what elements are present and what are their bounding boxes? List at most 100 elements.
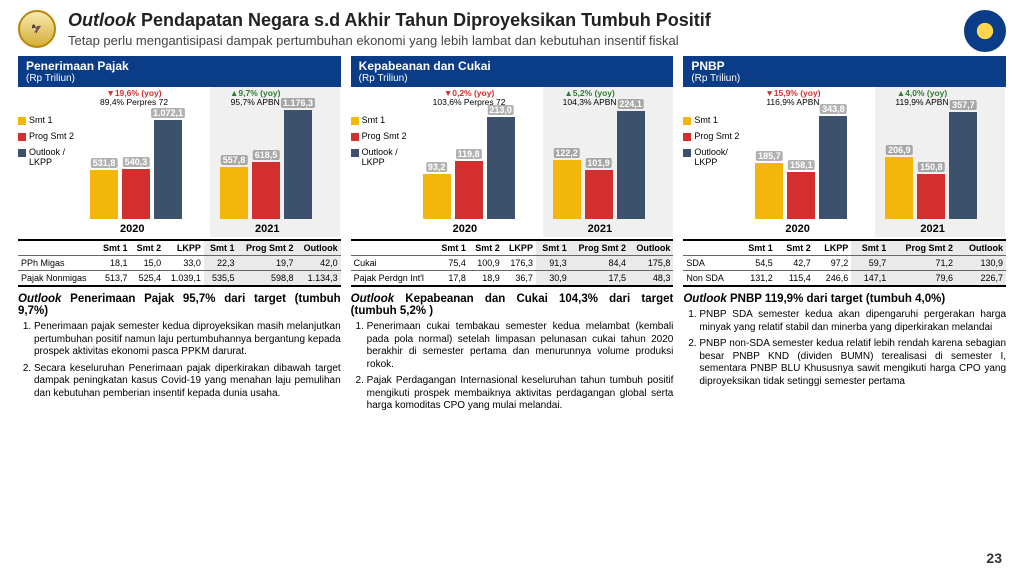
legend-item: Outlook / LKPP [351, 147, 413, 167]
list-item: PNBP non-SDA semester kedua relatif lebi… [699, 338, 1006, 388]
bars-2021: 122,2 101,9 224,1 [553, 111, 645, 219]
chart-bar: 531,8 [90, 170, 118, 219]
table-header: Smt 1 [851, 240, 889, 256]
chart-bar: 158,1 [787, 172, 815, 219]
table-cell: 84,4 [570, 256, 629, 271]
table-cell: 1.134,3 [297, 271, 341, 287]
yoy-2021: ▲4,0% (yoy)119,9% APBN [895, 89, 948, 108]
chart-area: ▼0,2% (yoy)103,6% Perpres 72 ▲5,2% (yoy)… [413, 87, 674, 237]
table-cell: Non SDA [683, 271, 737, 287]
list-item: Penerimaan pajak semester kedua diproyek… [34, 321, 341, 359]
list-item: Pajak Perdagangan Internasional keseluru… [367, 375, 674, 413]
table-row: Pajak Nonmigas513,7525,41.039,1535,5598,… [18, 271, 341, 287]
chart-bar: 357,7 [949, 112, 977, 219]
outlook-heading: Outlook Kepabeanan dan Cukai 104,3% dari… [351, 293, 674, 317]
table-header-row: Smt 1Smt 2LKPPSmt 1Prog Smt 2Outlook [683, 240, 1006, 256]
chart-bar: 540,3 [122, 169, 150, 219]
table-header-row: Smt 1Smt 2LKPPSmt 1Prog Smt 2Outlook [18, 240, 341, 256]
table-cell: Pajak Perdgn Int'l [351, 271, 435, 287]
header: 🦅 Outlook Pendapatan Negara s.d Akhir Ta… [18, 10, 1006, 48]
bars-2020: 93,2 119,8 213,0 [423, 117, 515, 219]
table-cell: 130,9 [956, 256, 1006, 271]
table-cell: 91,3 [536, 256, 570, 271]
table-header: Outlook [956, 240, 1006, 256]
bar-value-label: 357,7 [950, 100, 977, 110]
table-row: SDA54,542,797,259,771,2130,9 [683, 256, 1006, 271]
chart-bar: 557,8 [220, 167, 248, 219]
table-cell: 33,0 [164, 256, 204, 271]
table-cell: 115,4 [776, 271, 814, 287]
chart: Smt 1 Prog Smt 2 Outlook/ LKPP ▼15,9% (y… [683, 87, 1006, 237]
column: Penerimaan Pajak (Rp Triliun) Smt 1 Prog… [18, 56, 341, 417]
outlook-list: Penerimaan pajak semester kedua diproyek… [18, 321, 341, 400]
legend-item: Outlook / LKPP [18, 147, 80, 167]
chart-title: Penerimaan Pajak [26, 59, 129, 73]
table-header [18, 240, 97, 256]
yoy-2021: ▲5,2% (yoy)104,3% APBN [563, 89, 617, 108]
bar-value-label: 343,8 [820, 104, 847, 114]
table-header: Smt 2 [469, 240, 503, 256]
table-header: LKPP [503, 240, 536, 256]
table-cell: 71,2 [889, 256, 956, 271]
kemenkeu-logo [964, 10, 1006, 52]
table-cell: 54,5 [738, 256, 776, 271]
table-row: Pajak Perdgn Int'l17,818,936,730,917,548… [351, 271, 674, 287]
legend-item: Prog Smt 2 [18, 131, 80, 141]
table-cell: 1.039,1 [164, 271, 204, 287]
table-header-row: Smt 1Smt 2LKPPSmt 1Prog Smt 2Outlook [351, 240, 674, 256]
table-header: Smt 2 [131, 240, 165, 256]
bar-value-label: 150,8 [918, 162, 945, 172]
chart-bar: 122,2 [553, 160, 581, 219]
outlook-heading: Outlook Penerimaan Pajak 95,7% dari targ… [18, 293, 341, 317]
year-label: 2021 [588, 223, 612, 235]
bar-value-label: 1.176,3 [281, 98, 315, 108]
bar-value-label: 122,2 [553, 148, 580, 158]
table-cell: 22,3 [204, 256, 238, 271]
chart-bar: 1.176,3 [284, 110, 312, 219]
table-header [683, 240, 737, 256]
table-cell: Pajak Nonmigas [18, 271, 97, 287]
table-row: PPh Migas18,115,033,022,319,742,0 [18, 256, 341, 271]
table-cell: 535,5 [204, 271, 238, 287]
chart-header: PNBP (Rp Triliun) [683, 56, 1006, 87]
chart-header: Kepabeanan dan Cukai (Rp Triliun) [351, 56, 674, 87]
bars-2021: 206,9 150,8 357,7 [885, 112, 977, 219]
column: PNBP (Rp Triliun) Smt 1 Prog Smt 2 Outlo… [683, 56, 1006, 417]
table-header: Prog Smt 2 [889, 240, 956, 256]
legend-item: Outlook/ LKPP [683, 147, 745, 167]
table-row: Cukai75,4100,9176,391,384,4175,8 [351, 256, 674, 271]
list-item: PNBP SDA semester kedua akan dipengaruhi… [699, 309, 1006, 334]
chart-title: Kepabeanan dan Cukai [359, 59, 491, 73]
chart-bar: 93,2 [423, 174, 451, 219]
columns: Penerimaan Pajak (Rp Triliun) Smt 1 Prog… [18, 56, 1006, 417]
page-number: 23 [986, 550, 1002, 566]
table-cell: 79,6 [889, 271, 956, 287]
table-cell: 598,8 [238, 271, 297, 287]
chart-bar: 213,0 [487, 117, 515, 219]
bar-value-label: 557,8 [221, 155, 248, 165]
table-cell: 513,7 [97, 271, 131, 287]
chart-unit: (Rp Triliun) [26, 73, 333, 84]
bar-value-label: 101,9 [585, 158, 612, 168]
chart-area: ▼19,6% (yoy)89,4% Perpres 72 ▲9,7% (yoy)… [80, 87, 341, 237]
table-cell: 42,0 [297, 256, 341, 271]
chart: Smt 1 Prog Smt 2 Outlook / LKPP ▼0,2% (y… [351, 87, 674, 237]
data-table: Smt 1Smt 2LKPPSmt 1Prog Smt 2Outlook SDA… [683, 239, 1006, 287]
table-header: Smt 1 [738, 240, 776, 256]
bar-value-label: 119,8 [456, 149, 482, 159]
bar-value-label: 93,2 [426, 162, 448, 172]
list-item: Penerimaan cukai tembakau semester kedua… [367, 321, 674, 371]
table-cell: 131,2 [738, 271, 776, 287]
bar-value-label: 185,7 [756, 151, 783, 161]
chart-bar: 224,1 [617, 111, 645, 219]
chart-unit: (Rp Triliun) [359, 73, 666, 84]
chart-legend: Smt 1 Prog Smt 2 Outlook/ LKPP [683, 87, 745, 237]
table-cell: PPh Migas [18, 256, 97, 271]
table-cell: 48,3 [629, 271, 673, 287]
dpr-logo: 🦅 [18, 10, 56, 48]
table-cell: 226,7 [956, 271, 1006, 287]
bar-value-label: 618,5 [253, 150, 280, 160]
yoy-2020: ▼19,6% (yoy)89,4% Perpres 72 [100, 89, 168, 108]
chart-area: ▼15,9% (yoy)116,9% APBN ▲4,0% (yoy)119,9… [745, 87, 1006, 237]
bar-value-label: 206,9 [886, 145, 913, 155]
